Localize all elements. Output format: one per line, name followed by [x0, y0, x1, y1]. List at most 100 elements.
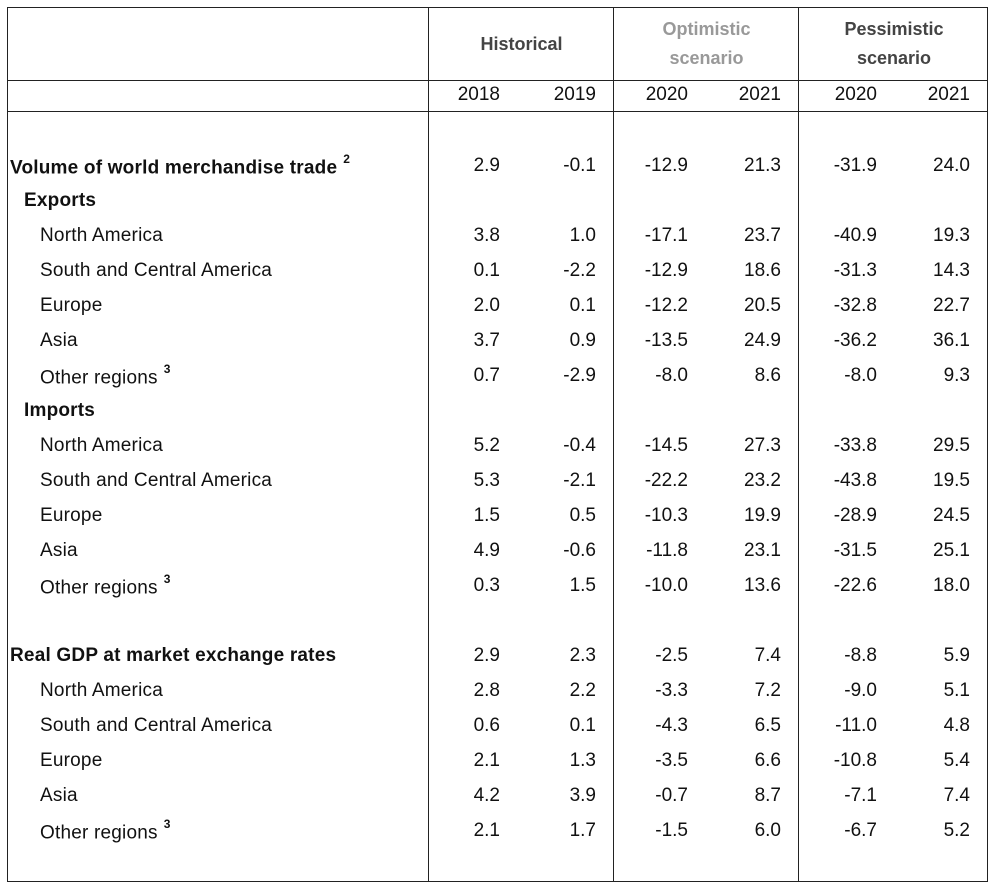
row-label-text: Asia: [40, 540, 78, 561]
value-cell: 6.0: [754, 820, 781, 841]
value-cell: 19.3: [933, 225, 970, 246]
value-cell: 5.1: [943, 680, 970, 701]
value-cell: 2.2: [569, 680, 596, 701]
row-label: Europe: [40, 505, 102, 527]
value-cell: -0.7: [655, 785, 688, 806]
value-cell: -28.9: [833, 505, 877, 526]
value-cell: 19.9: [744, 505, 781, 526]
value-cell: 29.5: [933, 435, 970, 456]
value-cell: -12.9: [644, 155, 688, 176]
value-cell: 4.8: [943, 715, 970, 736]
value-cell: -31.9: [833, 155, 877, 176]
value-cell: 23.7: [744, 225, 781, 246]
value-cell: 2.9: [473, 155, 500, 176]
value-cell: 5.2: [473, 435, 500, 456]
row-label-text: South and Central America: [40, 715, 273, 736]
value-cell: -22.6: [833, 575, 877, 596]
value-cell: 2.1: [473, 750, 500, 771]
row-label: Volume of world merchandise trade 2: [10, 152, 351, 179]
row-label: Real GDP at market exchange rates: [10, 645, 336, 667]
value-cell: -40.9: [833, 225, 877, 246]
table-row: North America 5.2 -0.4 -14.5 27.3 -33.8 29.5: [0, 435, 1000, 463]
group-header-0: Historical: [430, 12, 613, 76]
row-label-text: Europe: [40, 750, 103, 771]
value-cell: -0.1: [563, 155, 596, 176]
year-header: 2020: [645, 84, 688, 105]
table-row: Europe 1.5 0.5 -10.3 19.9 -28.9 24.5: [0, 505, 1000, 533]
value-cell: 27.3: [744, 435, 781, 456]
value-cell: -12.9: [644, 260, 688, 281]
value-cell: 2.9: [473, 645, 500, 666]
row-label: North America: [40, 435, 163, 457]
row-label-text: South and Central America: [40, 470, 273, 491]
value-cell: 4.2: [473, 785, 500, 806]
value-cell: 9.3: [943, 365, 970, 386]
table-row: Asia 4.9 -0.6 -11.8 23.1 -31.5 25.1: [0, 540, 1000, 568]
value-cell: 18.0: [933, 575, 970, 596]
value-cell: 14.3: [933, 260, 970, 281]
value-cell: 7.2: [754, 680, 781, 701]
group-header-line2: scenario: [669, 48, 744, 68]
value-cell: -43.8: [833, 470, 877, 491]
footnote-marker: 3: [163, 572, 171, 586]
value-cell: -3.5: [655, 750, 688, 771]
row-label-text: North America: [40, 225, 163, 246]
row-label-text: North America: [40, 435, 163, 456]
table-row: Other regions 3 0.7 -2.9 -8.0 8.6 -8.0 9.3: [0, 362, 1000, 393]
value-cell: 3.9: [569, 785, 596, 806]
value-cell: -11.0: [835, 715, 877, 736]
value-cell: 5.2: [943, 820, 970, 841]
column-divider-historical: [428, 7, 429, 882]
row-label-text: Volume of world merchandise trade: [10, 157, 338, 179]
group-header-1: Optimistic scenario: [615, 12, 798, 76]
row-label-text: Other regions: [40, 577, 158, 599]
value-cell: -1.5: [655, 820, 688, 841]
value-cell: 1.5: [569, 575, 596, 596]
row-label: North America: [40, 680, 163, 702]
value-cell: -11.8: [646, 540, 688, 561]
value-cell: 2.3: [569, 645, 596, 666]
row-label: Other regions 3: [40, 817, 171, 844]
row-label: Imports: [24, 400, 95, 422]
value-cell: 7.4: [943, 785, 970, 806]
value-cell: 0.1: [473, 260, 500, 281]
value-cell: 0.1: [569, 295, 596, 316]
row-label: Asia: [40, 330, 78, 352]
table-row: Exports: [0, 190, 1000, 218]
row-label-text: South and Central America: [40, 260, 273, 281]
table-row: South and Central America 0.1 -2.2 -12.9 18.…: [0, 260, 1000, 288]
value-cell: -0.4: [563, 435, 596, 456]
value-cell: 6.6: [754, 750, 781, 771]
value-cell: -2.9: [563, 365, 596, 386]
value-cell: 5.3: [473, 470, 500, 491]
value-cell: -10.3: [644, 505, 688, 526]
value-cell: -9.0: [844, 680, 877, 701]
value-cell: -2.1: [563, 470, 596, 491]
value-cell: 13.6: [744, 575, 781, 596]
value-cell: -31.3: [833, 260, 877, 281]
header-divider-top: [7, 80, 988, 81]
row-label-text: Other regions: [40, 367, 158, 389]
value-cell: 2.8: [473, 680, 500, 701]
value-cell: 0.6: [473, 715, 500, 736]
row-label: Asia: [40, 540, 78, 562]
value-cell: -10.0: [644, 575, 688, 596]
row-label-text: Europe: [40, 505, 103, 526]
value-cell: 8.6: [754, 365, 781, 386]
table-row: Imports: [0, 400, 1000, 428]
group-header-label: Historical: [480, 30, 562, 59]
year-header: 2018: [457, 84, 500, 105]
value-cell: 5.9: [943, 645, 970, 666]
footnote-marker: 2: [343, 152, 351, 166]
value-cell: 0.1: [569, 715, 596, 736]
row-label: South and Central America: [40, 260, 272, 282]
row-label-text: Europe: [40, 295, 103, 316]
value-cell: -3.3: [655, 680, 688, 701]
table-row: North America 3.8 1.0 -17.1 23.7 -40.9 19.3: [0, 225, 1000, 253]
table-row: Asia 3.7 0.9 -13.5 24.9 -36.2 36.1: [0, 330, 1000, 358]
value-cell: -10.8: [833, 750, 877, 771]
value-cell: -2.5: [655, 645, 688, 666]
value-cell: -6.7: [844, 820, 877, 841]
value-cell: 2.1: [473, 820, 500, 841]
year-header: 2019: [553, 84, 596, 105]
